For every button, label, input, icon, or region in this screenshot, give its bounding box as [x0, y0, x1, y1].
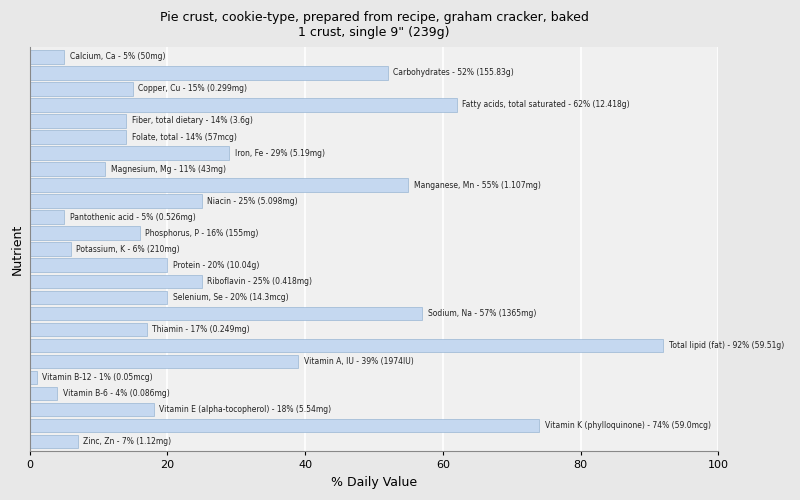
- Text: Vitamin E (alpha-tocopherol) - 18% (5.54mg): Vitamin E (alpha-tocopherol) - 18% (5.54…: [159, 405, 331, 414]
- Text: Folate, total - 14% (57mcg): Folate, total - 14% (57mcg): [131, 132, 237, 141]
- Bar: [30, 146, 230, 160]
- Bar: [30, 274, 202, 288]
- Text: Fiber, total dietary - 14% (3.6g): Fiber, total dietary - 14% (3.6g): [131, 116, 253, 126]
- X-axis label: % Daily Value: % Daily Value: [331, 476, 417, 489]
- Bar: [30, 258, 167, 272]
- Text: Phosphorus, P - 16% (155mg): Phosphorus, P - 16% (155mg): [146, 228, 258, 237]
- Bar: [30, 194, 202, 208]
- Bar: [30, 66, 388, 80]
- Bar: [30, 114, 126, 128]
- Text: Magnesium, Mg - 11% (43mg): Magnesium, Mg - 11% (43mg): [111, 164, 226, 173]
- Bar: [30, 338, 663, 352]
- Bar: [30, 82, 133, 96]
- Bar: [30, 98, 457, 112]
- Text: Iron, Fe - 29% (5.19mg): Iron, Fe - 29% (5.19mg): [235, 148, 325, 158]
- Bar: [30, 162, 106, 176]
- Bar: [30, 226, 140, 240]
- Text: Calcium, Ca - 5% (50mg): Calcium, Ca - 5% (50mg): [70, 52, 165, 62]
- Title: Pie crust, cookie-type, prepared from recipe, graham cracker, baked
1 crust, sin: Pie crust, cookie-type, prepared from re…: [159, 11, 589, 39]
- Bar: [30, 242, 71, 256]
- Bar: [30, 322, 146, 336]
- Text: Fatty acids, total saturated - 62% (12.418g): Fatty acids, total saturated - 62% (12.4…: [462, 100, 630, 110]
- Text: Thiamin - 17% (0.249mg): Thiamin - 17% (0.249mg): [152, 325, 250, 334]
- Text: Selenium, Se - 20% (14.3mcg): Selenium, Se - 20% (14.3mcg): [173, 293, 289, 302]
- Text: Niacin - 25% (5.098mg): Niacin - 25% (5.098mg): [207, 196, 298, 205]
- Bar: [30, 354, 298, 368]
- Bar: [30, 290, 167, 304]
- Bar: [30, 178, 409, 192]
- Text: Sodium, Na - 57% (1365mg): Sodium, Na - 57% (1365mg): [428, 309, 536, 318]
- Text: Riboflavin - 25% (0.418mg): Riboflavin - 25% (0.418mg): [207, 277, 312, 286]
- Text: Copper, Cu - 15% (0.299mg): Copper, Cu - 15% (0.299mg): [138, 84, 247, 94]
- Bar: [30, 370, 37, 384]
- Bar: [30, 419, 539, 432]
- Text: Carbohydrates - 52% (155.83g): Carbohydrates - 52% (155.83g): [394, 68, 514, 78]
- Text: Vitamin K (phylloquinone) - 74% (59.0mcg): Vitamin K (phylloquinone) - 74% (59.0mcg…: [545, 421, 710, 430]
- Bar: [30, 435, 78, 448]
- Text: Manganese, Mn - 55% (1.107mg): Manganese, Mn - 55% (1.107mg): [414, 180, 541, 190]
- Text: Zinc, Zn - 7% (1.12mg): Zinc, Zn - 7% (1.12mg): [83, 437, 171, 446]
- Text: Total lipid (fat) - 92% (59.51g): Total lipid (fat) - 92% (59.51g): [669, 341, 784, 350]
- Bar: [30, 403, 154, 416]
- Text: Potassium, K - 6% (210mg): Potassium, K - 6% (210mg): [77, 245, 180, 254]
- Text: Protein - 20% (10.04g): Protein - 20% (10.04g): [173, 261, 259, 270]
- Text: Vitamin B-6 - 4% (0.086mg): Vitamin B-6 - 4% (0.086mg): [62, 389, 170, 398]
- Bar: [30, 387, 58, 400]
- Y-axis label: Nutrient: Nutrient: [11, 224, 24, 275]
- Text: Vitamin B-12 - 1% (0.05mcg): Vitamin B-12 - 1% (0.05mcg): [42, 373, 153, 382]
- Text: Pantothenic acid - 5% (0.526mg): Pantothenic acid - 5% (0.526mg): [70, 212, 195, 222]
- Bar: [30, 130, 126, 144]
- Bar: [30, 210, 64, 224]
- Text: Vitamin A, IU - 39% (1974IU): Vitamin A, IU - 39% (1974IU): [304, 357, 414, 366]
- Bar: [30, 306, 422, 320]
- Bar: [30, 50, 64, 64]
